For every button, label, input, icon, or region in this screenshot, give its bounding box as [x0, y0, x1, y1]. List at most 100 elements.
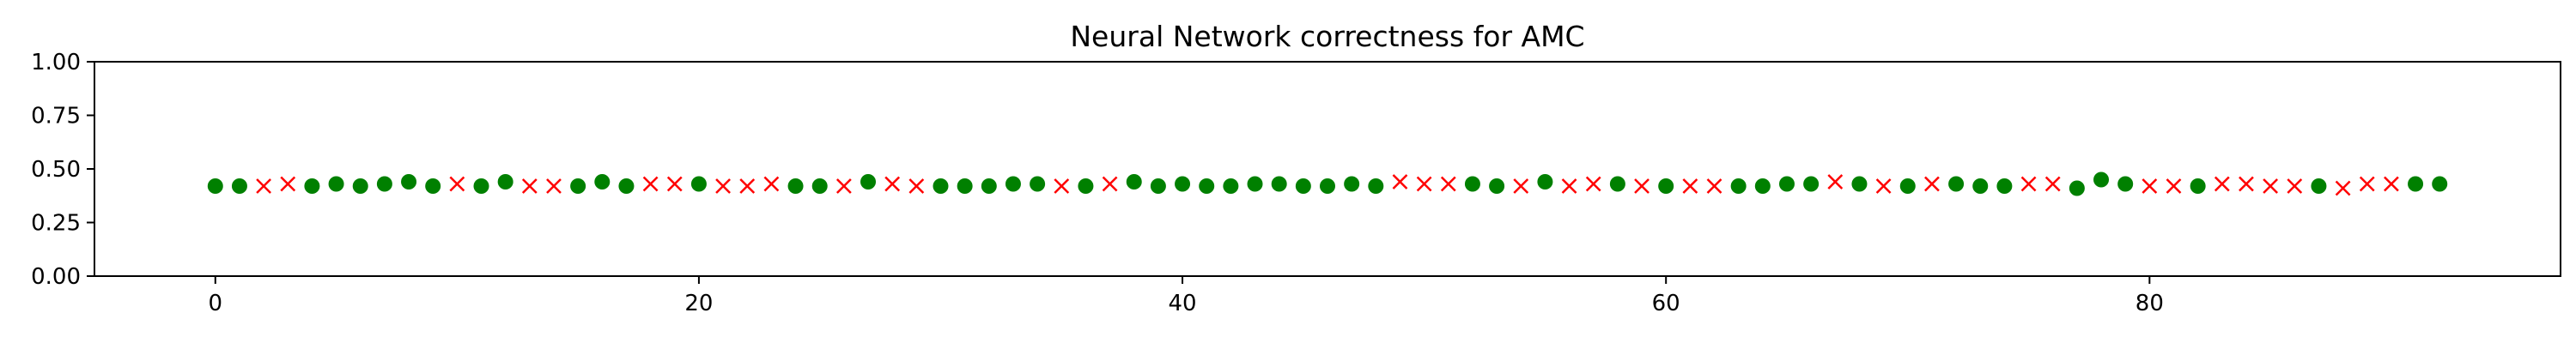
- correct-point: [1803, 176, 1820, 192]
- correct-point: [1658, 178, 1674, 194]
- correct-point: [207, 178, 223, 194]
- x-tick-label: 40: [1169, 291, 1197, 316]
- incorrect-point: [884, 176, 901, 192]
- incorrect-point: [1634, 178, 1649, 194]
- correct-point: [2117, 176, 2134, 192]
- incorrect-point: [2239, 176, 2254, 192]
- correct-point: [1078, 178, 1094, 194]
- correct-point: [1537, 174, 1553, 190]
- incorrect-point: [1827, 174, 1844, 190]
- correct-point: [2408, 176, 2424, 192]
- correct-point: [1271, 176, 1287, 192]
- correct-point: [376, 176, 392, 192]
- correct-point: [1754, 178, 1771, 194]
- correct-point: [425, 178, 441, 194]
- correct-point: [1223, 178, 1239, 194]
- incorrect-point: [1440, 176, 1456, 192]
- correct-point: [1609, 176, 1625, 192]
- correct-point: [2190, 178, 2206, 194]
- correct-point: [1005, 176, 1021, 192]
- x-tick-label: 60: [1652, 291, 1680, 316]
- x-tick-label: 0: [209, 291, 223, 316]
- incorrect-point: [715, 178, 731, 194]
- correct-point: [690, 176, 707, 192]
- correct-point: [570, 178, 586, 194]
- incorrect-point: [666, 176, 683, 192]
- incorrect-point: [908, 178, 925, 194]
- y-tick-label: 0.50: [31, 157, 81, 183]
- correct-point: [1778, 176, 1795, 192]
- y-tick-label: 0.00: [31, 264, 81, 290]
- incorrect-point: [1561, 178, 1577, 194]
- correct-point: [2069, 180, 2085, 196]
- correct-point: [811, 178, 828, 194]
- incorrect-point: [2214, 176, 2230, 192]
- incorrect-point: [2287, 178, 2303, 194]
- correct-point: [860, 174, 877, 190]
- correct-point: [2093, 172, 2110, 188]
- incorrect-point: [739, 178, 756, 194]
- correct-point: [1730, 178, 1747, 194]
- incorrect-point: [1416, 176, 1432, 192]
- incorrect-point: [2020, 176, 2037, 192]
- correct-point: [1344, 176, 1360, 192]
- correct-point: [304, 178, 320, 194]
- incorrect-point: [2384, 176, 2399, 192]
- correct-point: [933, 178, 949, 194]
- incorrect-point: [2044, 176, 2061, 192]
- incorrect-point: [2359, 176, 2375, 192]
- y-tick-label: 0.75: [31, 104, 81, 129]
- correct-point: [401, 174, 417, 190]
- correct-point: [497, 174, 513, 190]
- correct-point: [1996, 178, 2013, 194]
- incorrect-point: [2335, 180, 2351, 196]
- data-marks: [207, 172, 2448, 196]
- x-tick-label: 80: [2136, 291, 2164, 316]
- correct-point: [2311, 178, 2327, 194]
- correct-point: [1199, 178, 1215, 194]
- correct-point: [957, 178, 973, 194]
- correct-point: [981, 178, 997, 194]
- incorrect-point: [835, 178, 852, 194]
- correct-point: [2432, 176, 2448, 192]
- correct-point: [1368, 178, 1384, 194]
- correct-point: [352, 178, 368, 194]
- incorrect-point: [256, 178, 271, 194]
- incorrect-point: [763, 176, 780, 192]
- incorrect-point: [449, 176, 465, 192]
- incorrect-point: [1682, 178, 1698, 194]
- correct-point: [473, 178, 489, 194]
- incorrect-point: [1102, 176, 1118, 192]
- axes: 0 20 40 60 80 0.00 0.25 0.50 0.75 1.00: [31, 50, 2164, 316]
- correct-point: [1972, 178, 1989, 194]
- correct-point: [787, 178, 804, 194]
- incorrect-point: [1513, 178, 1529, 194]
- plot-area-frame: [94, 61, 2561, 277]
- correct-point: [328, 176, 344, 192]
- correct-point: [1464, 176, 1480, 192]
- y-tick-label: 1.00: [31, 50, 81, 75]
- correct-point: [1851, 176, 1868, 192]
- incorrect-point: [1875, 178, 1892, 194]
- incorrect-point: [1924, 176, 1940, 192]
- correct-point: [1150, 178, 1166, 194]
- incorrect-point: [521, 178, 538, 194]
- incorrect-point: [642, 176, 659, 192]
- incorrect-point: [1054, 178, 1070, 194]
- incorrect-point: [1706, 178, 1722, 194]
- incorrect-point: [2166, 178, 2182, 194]
- incorrect-point: [2263, 178, 2279, 194]
- incorrect-point: [2142, 178, 2158, 194]
- correct-point: [1247, 176, 1263, 192]
- correct-point: [1948, 176, 1965, 192]
- incorrect-point: [1585, 176, 1601, 192]
- correct-point: [1489, 178, 1505, 194]
- incorrect-point: [546, 178, 562, 194]
- incorrect-point: [280, 176, 296, 192]
- correct-point: [1320, 178, 1335, 194]
- correct-point: [1030, 176, 1046, 192]
- correct-point: [1126, 174, 1142, 190]
- correct-point: [594, 174, 611, 190]
